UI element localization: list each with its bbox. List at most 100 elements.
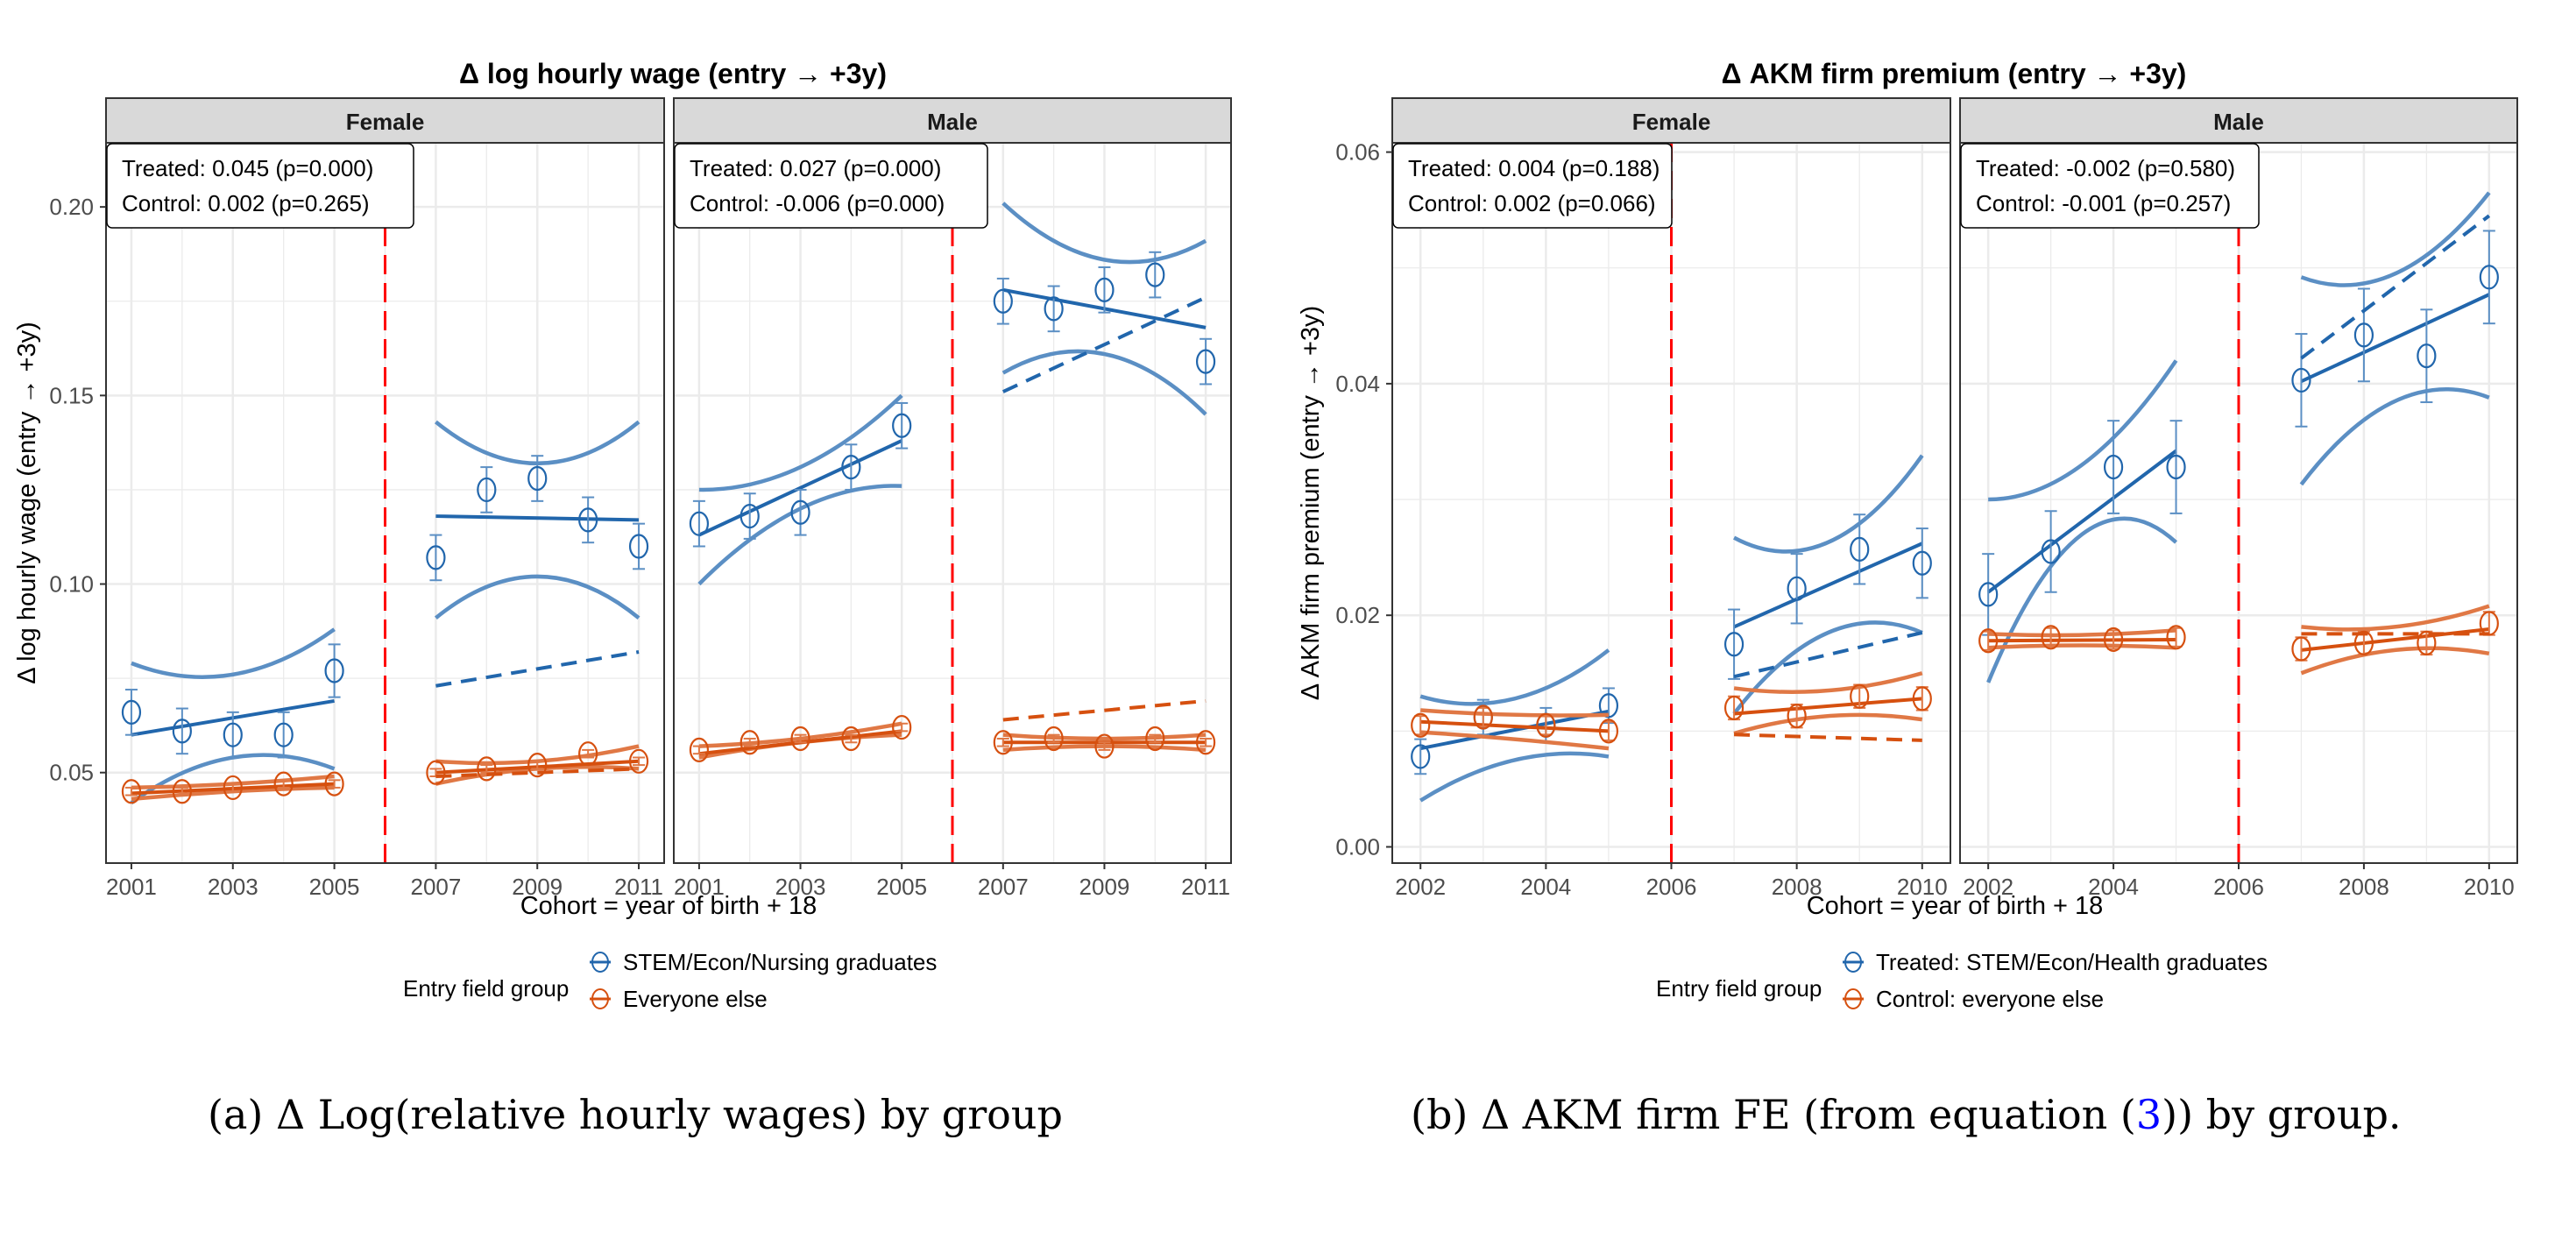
x-tick-label: 2011	[1181, 874, 1230, 900]
data-point	[1536, 712, 1556, 738]
data-point	[1044, 726, 1064, 752]
data-point	[993, 288, 1013, 314]
pre-confidence-upper-curve	[1988, 628, 2176, 638]
post-confidence-lower-curve	[2299, 386, 2490, 486]
post-trend-line	[1733, 697, 1922, 716]
data-point	[2166, 454, 2186, 480]
counterfactual-trend-line	[1734, 733, 1922, 742]
data-point	[2353, 630, 2374, 656]
stats-annotation: Treated: -0.002 (p=0.580) Control: -0.001…	[1960, 143, 2260, 229]
x-tick-label: 2001	[106, 874, 157, 900]
data-point	[1723, 632, 1744, 657]
data-point	[477, 477, 497, 503]
data-point	[121, 779, 142, 804]
legend-title: Entry field group	[1656, 975, 1822, 1002]
data-point	[273, 722, 294, 747]
data-point	[790, 726, 810, 752]
post-confidence-upper-curve	[1002, 733, 1207, 741]
data-point	[426, 760, 446, 785]
x-tick-label: 2003	[775, 874, 826, 900]
y-tick-label: 0.10	[49, 571, 94, 598]
x-tick-label: 2002	[1395, 874, 1446, 900]
data-point	[841, 726, 861, 752]
series-treated	[689, 202, 1216, 586]
chart-wage: Δ log hourly wage (entry → +3y) Δ log hou…	[13, 58, 1232, 1012]
data-point	[2041, 625, 2061, 650]
legend: Entry field group STEM/Econ/Nursing gradu…	[403, 949, 937, 1012]
post-confidence-upper-curve	[1733, 454, 1924, 554]
data-point	[2353, 322, 2374, 348]
y-tick-label: 0.06	[1335, 139, 1380, 166]
equation-reference-link[interactable]: 3	[2135, 1091, 2162, 1138]
data-point	[426, 545, 446, 570]
pre-trend-line	[1419, 709, 1610, 751]
data-point	[892, 714, 912, 740]
y-tick-label: 0.02	[1335, 602, 1380, 628]
facet-strip-label: Female	[1632, 109, 1711, 135]
data-point	[1787, 704, 1807, 729]
counterfactual-trend-line	[435, 650, 640, 688]
post-confidence-upper-curve	[2301, 604, 2490, 632]
legend-entry-label: Everyone else	[623, 986, 768, 1012]
x-tick-label: 2010	[2464, 874, 2515, 900]
stats-annotation: Treated: 0.004 (p=0.188) Control: 0.002 (…	[1392, 143, 1673, 229]
series-control	[121, 741, 649, 804]
data-point	[527, 465, 548, 492]
data-point	[2417, 630, 2437, 656]
post-confidence-lower-curve	[1733, 712, 1923, 736]
pre-confidence-upper-curve	[1419, 648, 1610, 706]
data-point	[477, 756, 497, 782]
legend-entry-label: STEM/Econ/Nursing graduates	[623, 949, 937, 975]
data-point	[1787, 576, 1807, 601]
data-point	[1473, 704, 1493, 730]
annotation-box	[1960, 143, 2260, 229]
annotation-treated: Treated: 0.027 (p=0.000)	[690, 155, 941, 181]
data-point	[2103, 454, 2124, 480]
data-point	[2041, 539, 2061, 564]
legend-key	[590, 988, 611, 1009]
facet-strip-label: Female	[346, 109, 425, 135]
y-axis-label: Δ AKM firm premium (entry → +3y)	[1297, 306, 1325, 700]
data-point	[1723, 695, 1744, 721]
post-trend-line	[1733, 542, 1923, 629]
data-point	[273, 771, 294, 796]
annotation-treated: Treated: 0.045 (p=0.000)	[122, 155, 373, 181]
facet-strip	[105, 97, 665, 144]
y-tick-label: 0.15	[49, 382, 94, 408]
legend-key-point	[591, 952, 609, 973]
y-tick-label: 0.04	[1335, 371, 1380, 397]
annotation-control: Control: 0.002 (p=0.265)	[122, 190, 370, 216]
annotation-treated: Treated: 0.004 (p=0.188)	[1408, 155, 1660, 181]
pre-confidence-upper-curve	[1420, 708, 1609, 718]
data-point	[1094, 733, 1115, 759]
x-tick-label: 2008	[2339, 874, 2389, 900]
post-confidence-upper-curve	[1733, 671, 1923, 694]
pre-confidence-upper-curve	[131, 627, 336, 679]
series-control	[1978, 604, 2499, 676]
pre-confidence-upper-curve	[1988, 359, 2178, 502]
x-tick-label: 2005	[309, 874, 360, 900]
data-point	[1850, 683, 1870, 709]
y-tick-label: 0.20	[49, 194, 94, 220]
post-confidence-upper-curve	[2300, 191, 2491, 287]
data-point	[1094, 277, 1115, 302]
counterfactual-trend-line	[1001, 295, 1207, 393]
x-tick-label: 2002	[1963, 874, 2013, 900]
caption-b-suffix: )) by group.	[2162, 1091, 2402, 1138]
data-point	[1912, 550, 1932, 576]
pre-confidence-upper-curve	[698, 393, 903, 492]
pre-trend-line	[1986, 449, 2177, 594]
post-confidence-lower-curve	[1732, 620, 1923, 715]
panel-border	[105, 142, 665, 864]
panel-male: Male 2001 2003 2005 2007 2009 2011 Treated: 0.0…	[673, 97, 1232, 900]
post-confidence-lower-curve	[434, 574, 640, 620]
data-point	[1978, 628, 1999, 654]
annotation-box	[1392, 143, 1673, 229]
data-point	[2479, 265, 2499, 290]
data-point	[2103, 627, 2124, 653]
facet-strip	[673, 97, 1232, 144]
post-confidence-lower-curve	[2300, 646, 2490, 676]
post-confidence-lower-curve	[1001, 349, 1207, 416]
data-point	[1912, 686, 1932, 711]
caption-a: (a) Δ Log(relative hourly wages) by grou…	[208, 1091, 1063, 1138]
